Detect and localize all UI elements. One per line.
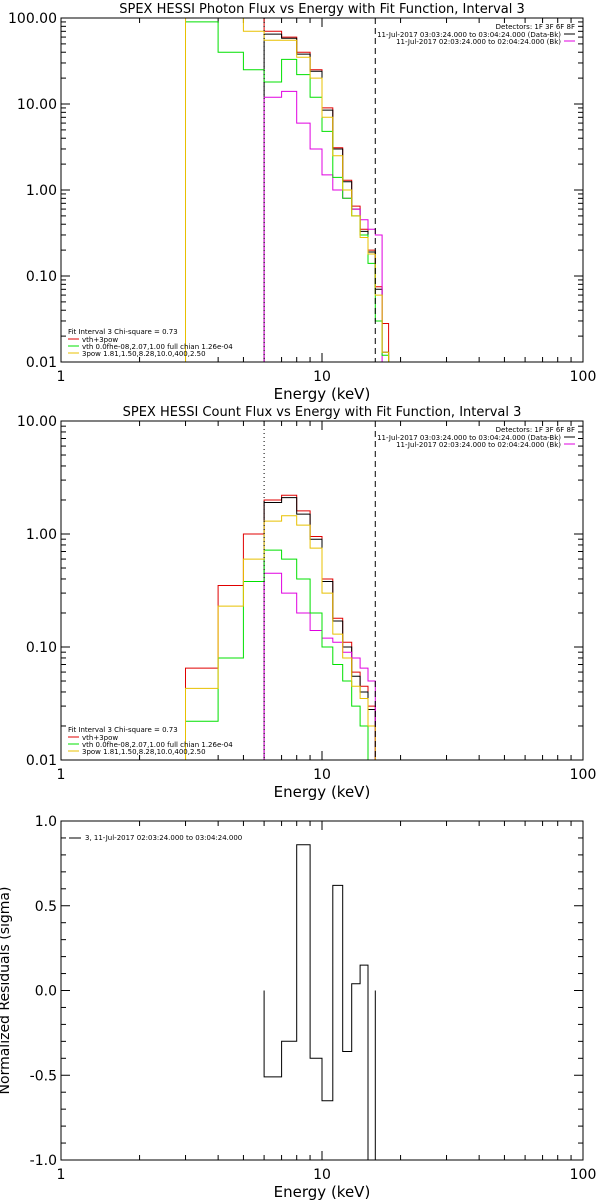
plot-frame (60, 17, 584, 363)
legend-entry: 3, 11-Jul-2017 02:03:24.000 to 03:04:24.… (85, 834, 242, 842)
y-tick-label: -1.0 (30, 1153, 57, 1169)
x-tick-label: 10 (313, 767, 331, 783)
x-tick-label: 1 (57, 1167, 66, 1183)
legend-entry: vth+3pow (82, 734, 118, 742)
legend-header: Fit Interval 3 Chi-square = 0.73 (68, 328, 178, 336)
series-line-3 (185, 549, 369, 760)
legend-entry: 3pow 1.81,1.50,8.28,10.0,400,2.50 (82, 350, 206, 358)
y-tick-label: 1.00 (26, 527, 57, 543)
series-line-1 (263, 497, 376, 760)
legend-entry: vth+3pow (82, 336, 118, 344)
y-tick-label: 0.01 (26, 355, 57, 371)
x-axis-label: Energy (keV) (274, 1183, 371, 1200)
x-tick-label: 10 (313, 369, 331, 385)
y-tick-label: 100.00 (8, 11, 57, 27)
series-line-vth-3pow (185, 18, 390, 362)
y-tick-label: 0.10 (26, 640, 57, 656)
series-line-vth-3pow (185, 494, 376, 760)
y-tick-label: -0.5 (30, 1068, 57, 1084)
y-tick-label: 10.00 (17, 414, 57, 430)
legend-entry: 11-Jul-2017 03:03:24.000 to 03:04:24.000… (377, 31, 561, 39)
series-group (185, 18, 390, 362)
chart-title: SPEX HESSI Photon Flux vs Energy with Fi… (119, 2, 525, 17)
y-tick-label: 1.0 (35, 814, 57, 830)
x-axis-label: Energy (keV) (274, 783, 371, 801)
y-tick-label: 10.00 (17, 97, 57, 113)
chart-panel-1: SPEX HESSI Photon Flux vs Energy with Fi… (8, 2, 596, 403)
legend-header: Fit Interval 3 Chi-square = 0.73 (68, 726, 178, 734)
series-line-4 (185, 18, 390, 362)
series-line-2 (263, 90, 383, 362)
plot-frame (60, 420, 584, 761)
x-tick-label: 1 (57, 767, 66, 783)
plot-frame (60, 820, 584, 1161)
x-axis-label: Energy (keV) (274, 385, 371, 403)
x-tick-label: 10 (313, 1167, 331, 1183)
legend-entry: 11-Jul-2017 02:03:24.000 to 02:04:24.000… (396, 38, 561, 46)
series-line-2 (263, 572, 376, 760)
y-tick-label: 0.5 (35, 899, 57, 915)
x-tick-label: 100 (570, 369, 597, 385)
chart-panel-3: 1 10 100 Energy (keV) -1.0 -0.5 0.0 0.5 1.0 Norma… (0, 814, 596, 1200)
y-tick-label: 0.10 (26, 269, 57, 285)
series-group (185, 494, 376, 760)
y-axis-label: Normalized Residuals (sigma) (0, 887, 13, 1095)
x-tick-label: 100 (570, 1167, 597, 1183)
legend-entry: 11-Jul-2017 03:03:24.000 to 03:04:24.000… (377, 434, 561, 442)
series-line-3 (185, 21, 390, 362)
chart-panel-2: SPEX HESSI Count Flux vs Energy with Fit… (17, 405, 596, 801)
legend-header: Detectors: 1F 3F 6F 8F (496, 23, 575, 31)
legend-entry: 3pow 1.81,1.50,8.28,10.0,400,2.50 (82, 748, 206, 756)
series-line-4 (185, 515, 376, 760)
series-group (263, 844, 376, 1160)
y-tick-label: 0.01 (26, 753, 57, 769)
legend-entry: vth 0.0fhe-08,2.07,1.00 full chian 1.26e… (82, 741, 233, 749)
x-tick-label: 1 (57, 369, 66, 385)
y-tick-label: 1.00 (26, 183, 57, 199)
legend-header: Detectors: 1F 3F 6F 8F (496, 426, 575, 434)
chart-title: SPEX HESSI Count Flux vs Energy with Fit… (123, 405, 522, 420)
series-line-0 (263, 844, 376, 1160)
y-tick-label: 0.0 (35, 984, 57, 1000)
legend-entry: vth 0.0fhe-08,2.07,1.00 full chian 1.26e… (82, 343, 233, 351)
legend-entry: 11-Jul-2017 02:03:24.000 to 02:04:24.000… (396, 441, 561, 449)
series-line-1 (263, 33, 390, 362)
x-tick-label: 100 (570, 767, 597, 783)
